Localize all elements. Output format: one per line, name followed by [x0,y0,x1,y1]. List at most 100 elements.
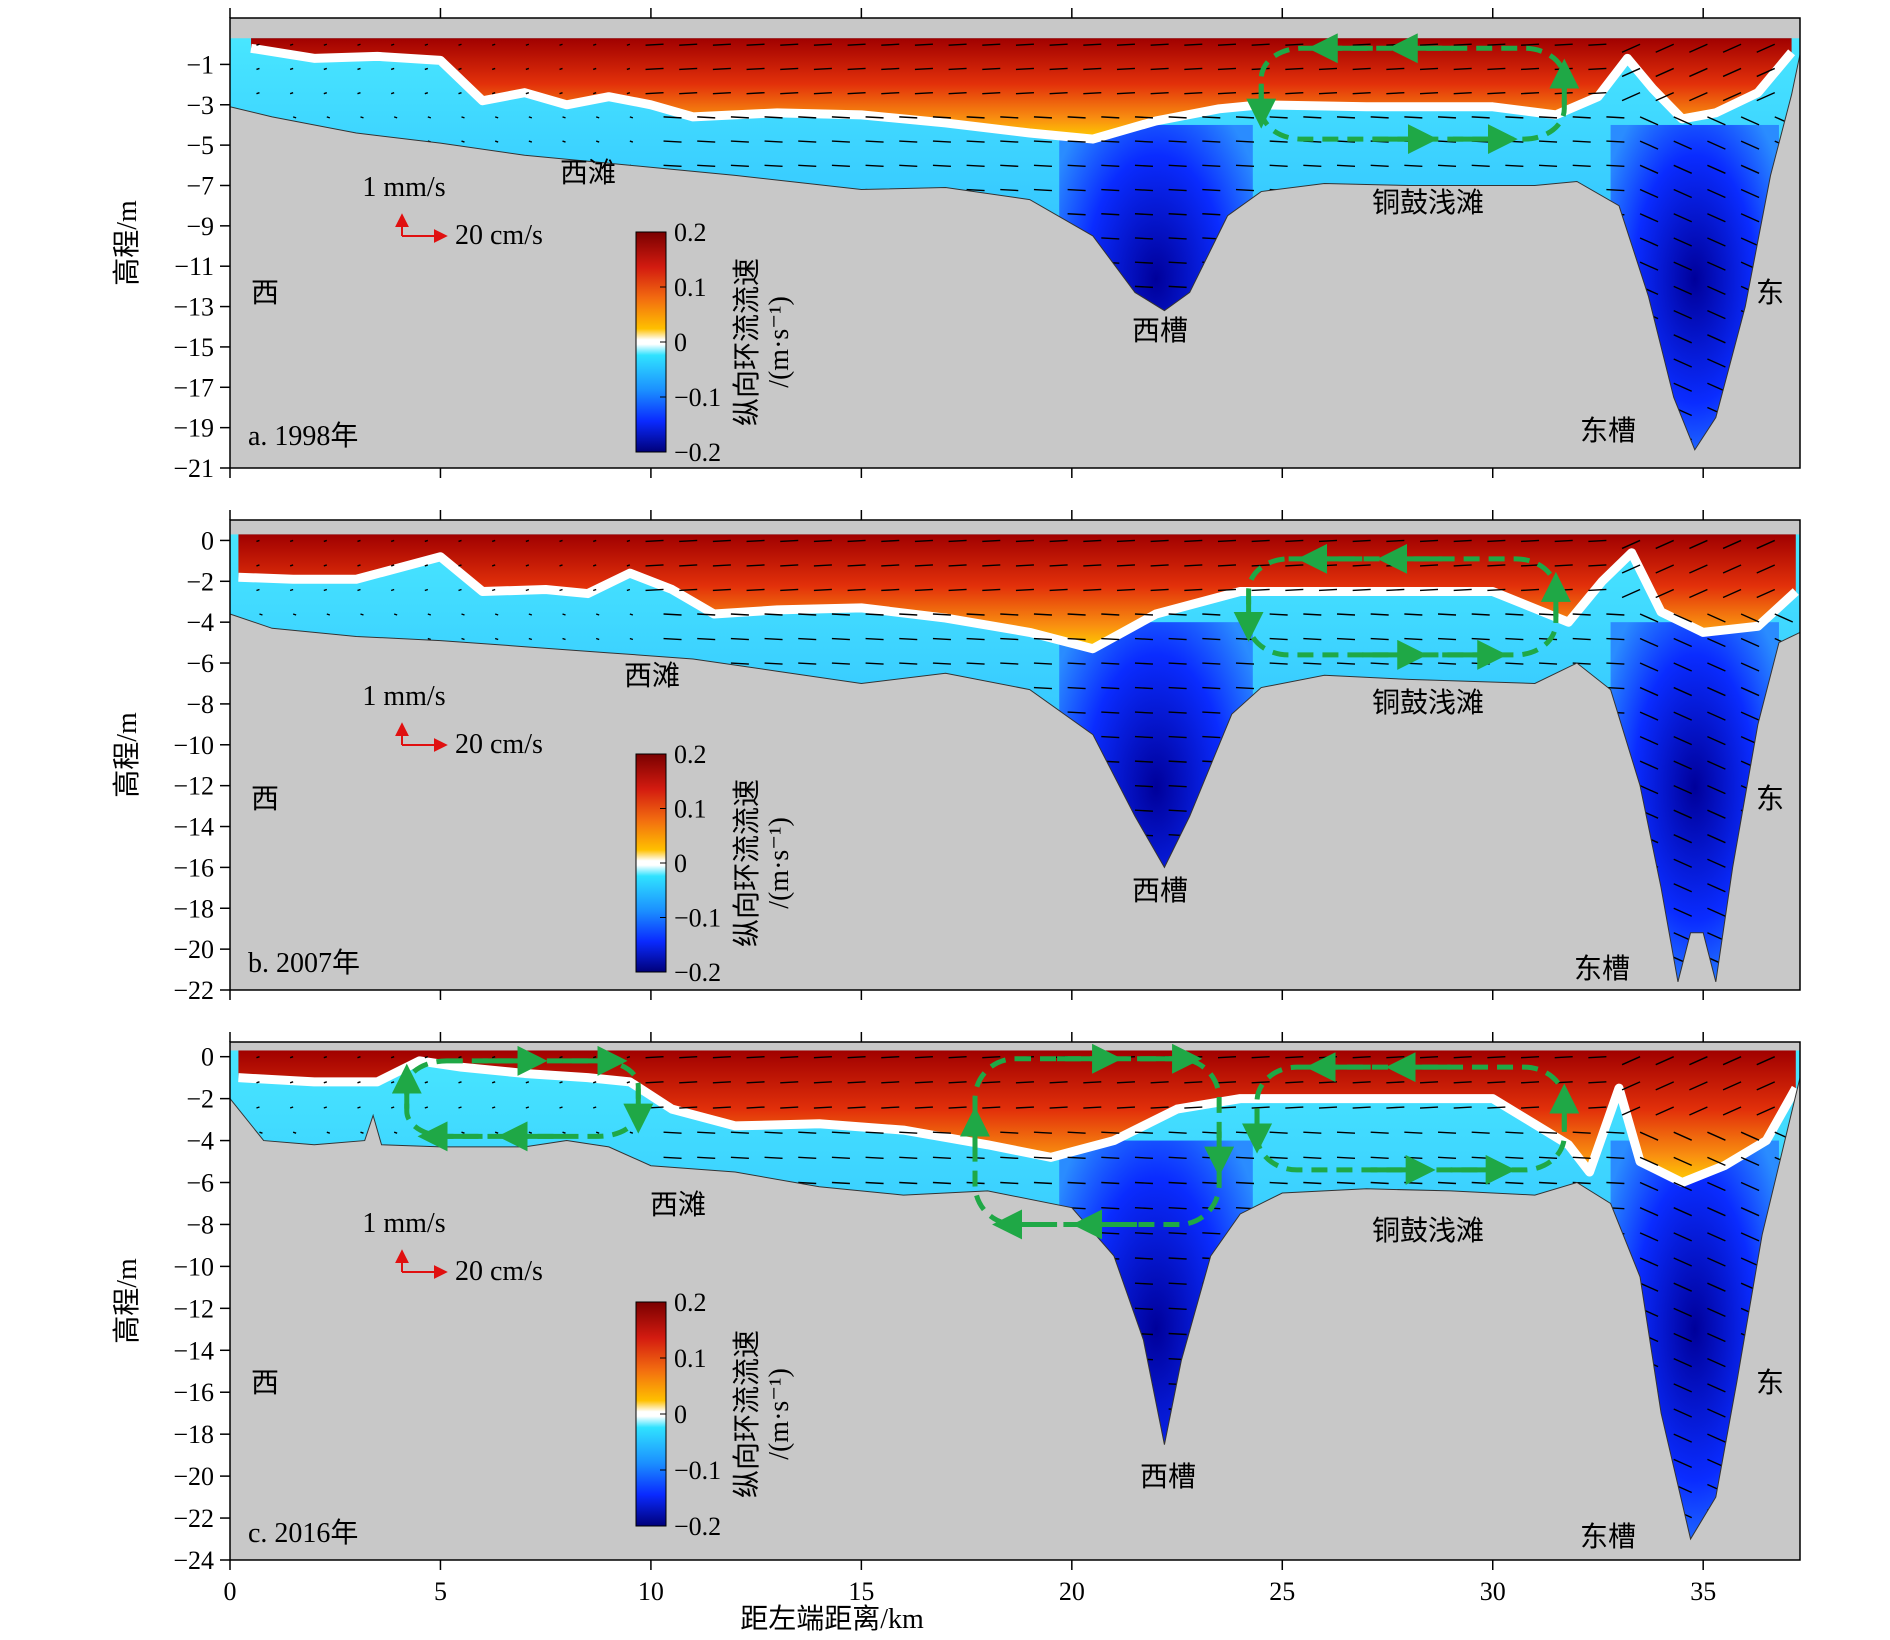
velocity-vector [357,588,361,592]
velocity-vector [966,116,985,119]
label-tonggu-shoal: 铜鼓浅滩 [1372,1215,1484,1247]
velocity-vector [1015,1106,1034,1109]
velocity-vector [1352,539,1371,543]
velocity-vector [1235,140,1255,143]
velocity-vector [1168,613,1187,616]
velocity-vector [1621,43,1641,53]
velocity-vector [494,1131,499,1134]
positive-velocity-region [251,38,1792,140]
y-axis-title: 高程/m [111,200,143,286]
velocity-vector [1134,1257,1153,1260]
velocity-vector [1168,237,1187,240]
velocity-vector [1168,1257,1187,1260]
velocity-vector [1419,1106,1439,1109]
velocity-vector [1134,637,1153,641]
velocity-vector [932,1131,951,1134]
velocity-vector [1000,164,1019,168]
velocity-vector [865,662,884,665]
velocity-vector [798,1181,817,1185]
velocity-vector [1303,164,1322,168]
velocity-vector [525,564,530,567]
colorbar-tick-label: 0.2 [674,218,707,247]
velocity-vector [881,43,900,46]
velocity-vector [948,43,967,46]
vector-scale-horizontal: 20 cm/s [455,220,543,251]
velocity-vector [865,164,884,168]
velocity-vector [847,91,866,95]
label-east: 东 [1756,783,1784,815]
velocity-vector [1101,1181,1120,1185]
velocity-vector [1015,67,1034,71]
velocity-vector [1673,907,1693,917]
velocity-vector [831,1181,850,1185]
velocity-vector [461,140,465,143]
y-tick-label: −20 [173,1462,214,1491]
velocity-vector [1437,1131,1457,1134]
velocity-vector [1673,116,1693,126]
velocity-vector [1621,67,1641,78]
velocity-vector [1707,1181,1726,1192]
velocity-vector [1049,67,1068,71]
velocity-vector [1015,588,1034,592]
velocity-vector [712,1081,731,1084]
colorbar-label: 纵向环流流速 [731,779,763,947]
velocity-vector [780,539,799,543]
velocity-vector [1673,1332,1693,1343]
velocity-vector [1049,1081,1068,1084]
velocity-vector [881,91,900,95]
velocity-vector [626,588,631,592]
velocity-vector [458,1106,462,1109]
velocity-vector [357,1106,361,1109]
velocity-vector [1134,613,1153,616]
velocity-vector [1318,588,1338,592]
velocity-vector [1673,1433,1693,1443]
velocity-vector [1722,1106,1742,1116]
velocity-vector [1370,637,1389,641]
velocity-vector [1673,213,1693,223]
velocity-vector [1774,613,1794,623]
velocity-vector [663,116,682,119]
velocity-vector [292,613,297,616]
velocity-vector [1639,1181,1659,1192]
velocity-vector [559,67,563,71]
colorbar-tick-label: 0.2 [674,740,707,769]
label-east-channel: 东槽 [1574,953,1630,985]
velocity-vector [663,164,682,168]
velocity-vector [1453,564,1472,567]
velocity-vector [626,1106,631,1109]
velocity-vector [326,116,331,119]
velocity-vector [764,662,783,665]
velocity-vector [1639,1131,1659,1141]
velocity-vector [1520,539,1540,543]
velocity-vector [1083,564,1102,567]
velocity-vector [360,613,364,616]
velocity-vector [1707,164,1726,174]
velocity-vector [1673,1257,1693,1267]
velocity-vector [424,564,429,567]
velocity-vector [1202,188,1221,192]
y-tick-label: −10 [173,1252,214,1281]
velocity-vector [1740,1257,1760,1267]
velocity-vector [712,67,731,71]
velocity-vector [1168,1131,1187,1134]
velocity-vector [1134,686,1153,690]
velocity-vector [1419,1081,1439,1084]
velocity-vector [323,564,328,567]
velocity-vector [1639,116,1659,126]
velocity-vector [1336,662,1356,665]
velocity-vector [1370,662,1389,665]
velocity-vector [592,1056,597,1059]
velocity-vector [798,1131,817,1134]
velocity-vector [1318,91,1338,95]
velocity-vector [865,613,884,616]
velocity-vector [1033,164,1052,168]
velocity-vector [1722,1056,1742,1066]
velocity-vector [491,539,496,543]
velocity-vector [1673,735,1693,746]
velocity-vector [865,1181,884,1185]
velocity-vector [1621,1081,1641,1091]
velocity-vector [458,67,462,71]
velocity-vector [1606,637,1625,641]
velocity-vector [1673,1131,1693,1141]
velocity-vector [1487,67,1506,71]
